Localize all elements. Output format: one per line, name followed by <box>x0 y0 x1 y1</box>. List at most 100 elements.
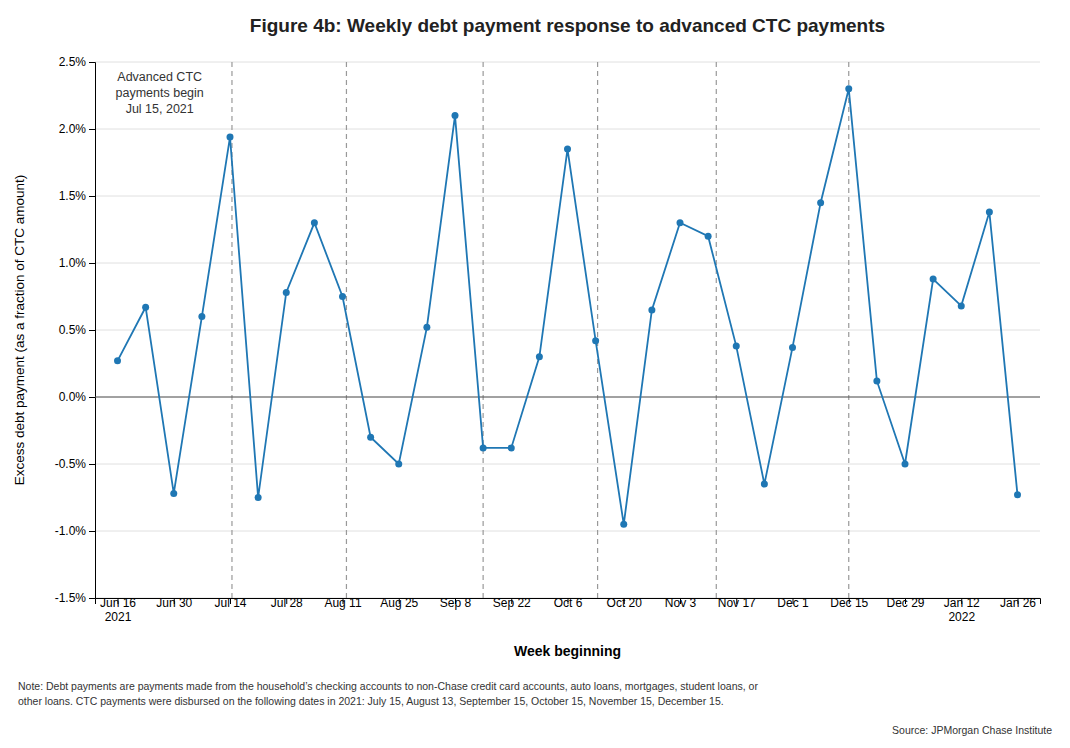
grid-line <box>95 263 1040 264</box>
x-tick-label: Jan 26 <box>1000 596 1036 610</box>
data-point <box>395 461 402 468</box>
data-point <box>564 146 571 153</box>
x-tick-label: Oct 6 <box>554 596 583 610</box>
x-tick: Oct 6 <box>554 596 583 610</box>
x-tick-label: Dec 15 <box>830 596 868 610</box>
x-tick-label: Dec 29 <box>886 596 924 610</box>
data-point <box>705 233 712 240</box>
x-tick: Jan 26 <box>1000 596 1036 610</box>
x-tick-label: Jul 28 <box>271 596 303 610</box>
x-tick-label: Sep 22 <box>493 596 531 610</box>
grid-line <box>95 62 1040 63</box>
data-point <box>620 521 627 528</box>
data-point <box>817 199 824 206</box>
data-point <box>423 324 430 331</box>
x-tick-label: Jul 14 <box>214 596 246 610</box>
data-point <box>761 481 768 488</box>
y-axis-line <box>89 63 96 599</box>
x-axis: Jun 162021 Jun 30 Jul 14 Jul 28 Aug 11 Aug 25… <box>96 596 1041 624</box>
y-tick: -0.5% <box>55 457 95 471</box>
x-tick: Dec 29 <box>886 596 924 610</box>
data-point <box>227 134 234 141</box>
x-tick-label: Dec 1 <box>777 596 809 610</box>
data-point <box>1014 491 1021 498</box>
y-tick-label: -1.0% <box>55 524 87 538</box>
y-tick: 0.5% <box>59 323 95 337</box>
grid-line <box>95 129 1040 130</box>
y-tick-mark <box>89 598 95 599</box>
y-axis-title: Excess debt payment (as a fraction of CT… <box>12 175 27 486</box>
payment-date-line <box>597 62 598 598</box>
y-tick: -1.0% <box>55 524 95 538</box>
x-tick-label: Jun 162021 <box>100 596 136 624</box>
x-axis-title: Week beginning <box>514 643 621 659</box>
payment-date-line <box>848 62 849 598</box>
y-tick-label: -1.5% <box>55 591 87 605</box>
y-tick: 1.5% <box>59 189 95 203</box>
data-point <box>873 377 880 384</box>
y-tick-mark <box>89 464 95 465</box>
grid-line <box>95 531 1040 532</box>
data-point <box>367 434 374 441</box>
data-point <box>902 461 909 468</box>
note: Note: Debt payments are payments made fr… <box>18 680 758 707</box>
x-tick: Nov 17 <box>718 596 756 610</box>
x-tick: Dec 15 <box>830 596 868 610</box>
y-axis: -1.5% -1.0% -0.5% 0.0% 0.5% 1.0% 1.5% 2.0% 2.5% <box>55 55 96 605</box>
payment-date-line <box>346 62 347 598</box>
data-point <box>311 219 318 226</box>
data-point <box>170 490 177 497</box>
data-point <box>789 344 796 351</box>
grid-line <box>95 330 1040 331</box>
data-point <box>733 343 740 350</box>
y-tick-mark <box>89 263 95 264</box>
y-tick: -1.5% <box>55 591 95 605</box>
y-tick-label: 1.0% <box>59 256 87 270</box>
data-point <box>958 302 965 309</box>
data-point <box>677 219 684 226</box>
x-tick-label: Oct 20 <box>607 596 643 610</box>
annotation: Advanced CTCpayments beginJul 15, 2021 <box>116 70 204 116</box>
x-tick: Jun 30 <box>156 596 192 610</box>
y-tick: 1.0% <box>59 256 95 270</box>
x-tick-label: Aug 11 <box>324 596 361 610</box>
y-tick-label: 2.5% <box>59 55 87 69</box>
chart-root: -1.5% -1.0% -0.5% 0.0% 0.5% 1.0% 1.5% 2.0% 2.5% J… <box>0 0 1070 748</box>
data-point <box>648 306 655 313</box>
x-tick-label: Nov 17 <box>718 596 756 610</box>
y-tick-mark <box>89 196 95 197</box>
y-tick-label: 1.5% <box>59 189 87 203</box>
x-tick-label: Jan 122022 <box>944 596 980 624</box>
data-point <box>283 289 290 296</box>
grid-line <box>95 397 1040 398</box>
plot-area: -1.5% -1.0% -0.5% 0.0% 0.5% 1.0% 1.5% 2.0% 2.5% J… <box>55 55 1041 623</box>
data-point <box>114 357 121 364</box>
data-point <box>930 276 937 283</box>
y-tick: 2.0% <box>59 122 95 136</box>
x-tick: Jul 28 <box>271 596 303 610</box>
x-tick: Nov 3 <box>665 596 697 610</box>
grid-line <box>95 464 1040 465</box>
y-tick-mark <box>89 62 95 63</box>
grid-line <box>95 196 1040 197</box>
data-point <box>480 444 487 451</box>
y-tick: 0.0% <box>59 390 95 404</box>
x-tick: Aug 11 <box>324 596 361 610</box>
y-tick-label: -0.5% <box>55 457 87 471</box>
data-point <box>198 313 205 320</box>
data-point <box>592 337 599 344</box>
y-tick-mark <box>89 397 95 398</box>
x-tick-label: Aug 25 <box>380 596 418 610</box>
chart-title: Figure 4b: Weekly debt payment response … <box>250 15 885 36</box>
y-tick-label: 0.0% <box>59 390 87 404</box>
x-tick: Aug 25 <box>380 596 418 610</box>
grid <box>95 62 1040 598</box>
x-tick: Dec 1 <box>777 596 809 610</box>
y-tick-label: 0.5% <box>59 323 87 337</box>
y-tick: 2.5% <box>59 55 95 69</box>
x-tick-label: Nov 3 <box>665 596 697 610</box>
data-line <box>118 89 1018 525</box>
y-tick-label: 2.0% <box>59 122 87 136</box>
x-tick: Jul 14 <box>214 596 246 610</box>
y-tick-mark <box>89 129 95 130</box>
